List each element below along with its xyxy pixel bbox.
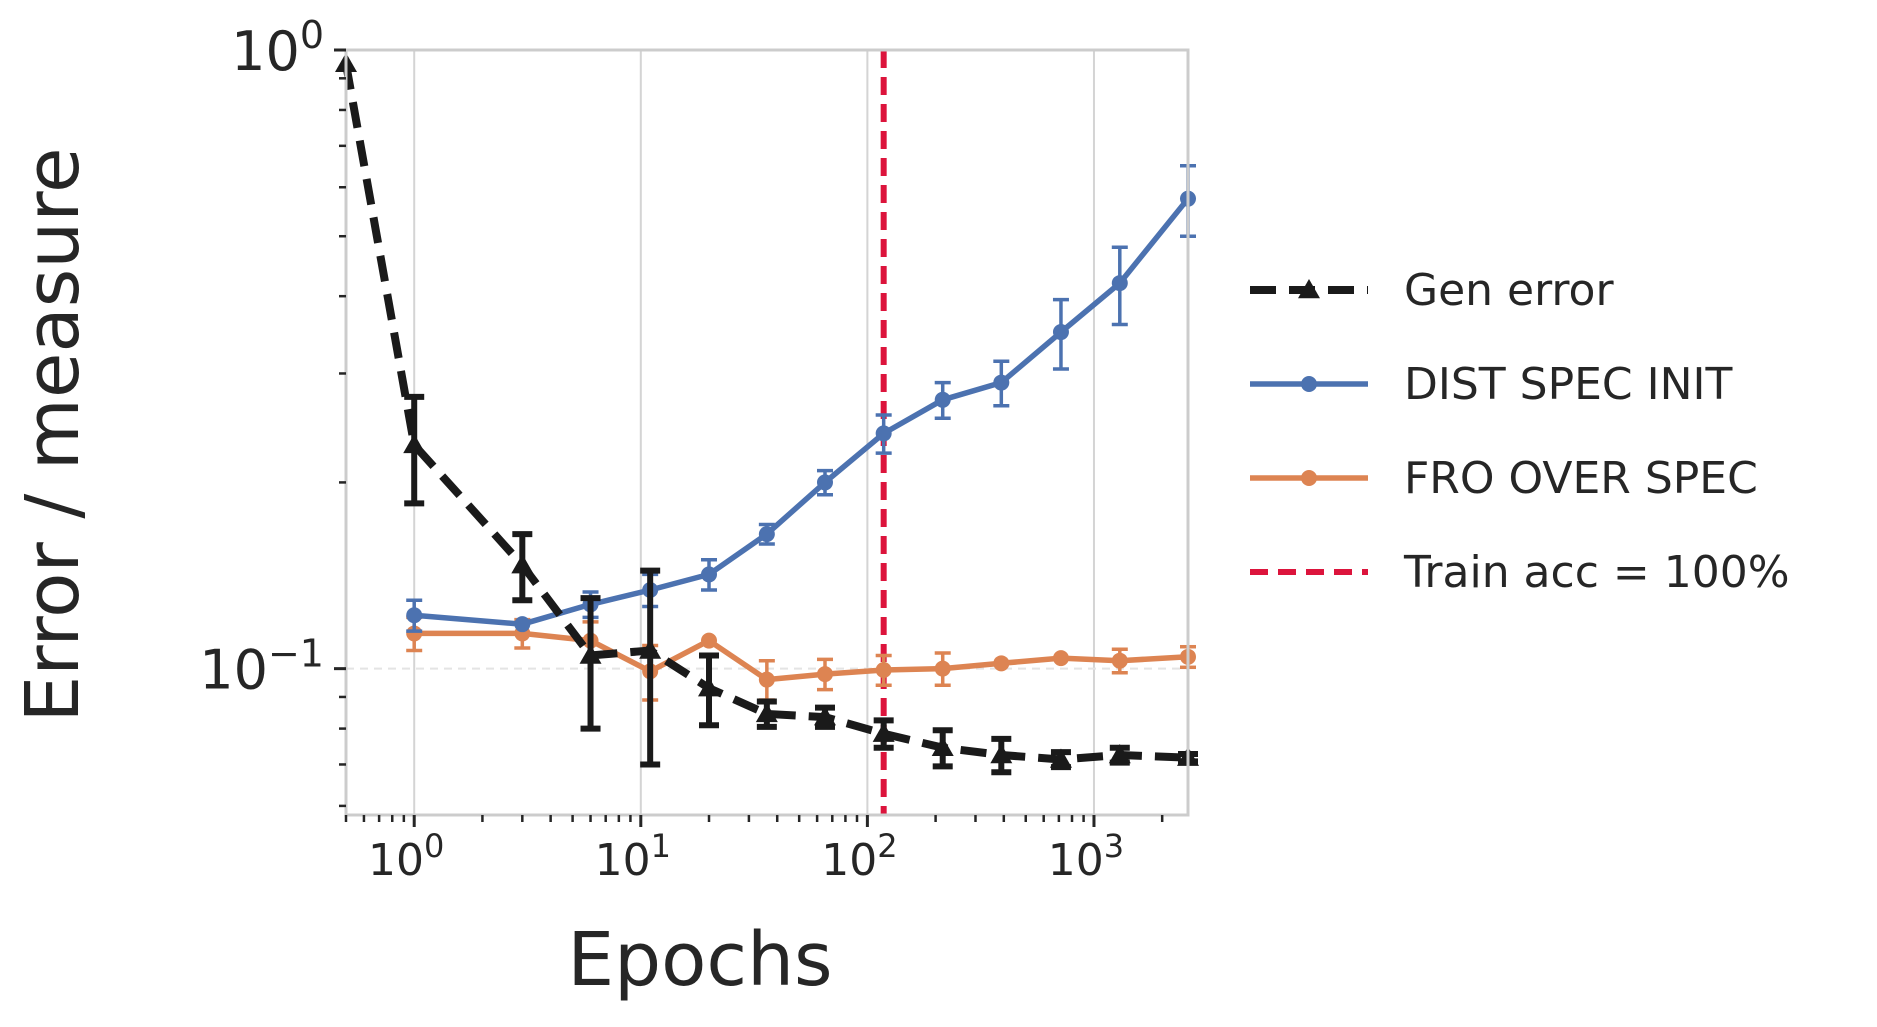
data-point (511, 554, 534, 574)
data-point (813, 706, 836, 726)
data-point (934, 391, 951, 408)
axis-layer: 100 101 102 103 100 10−1 (199, 13, 1164, 886)
data-point (514, 616, 531, 633)
x-axis-label: Epochs (567, 917, 832, 1003)
series-gen-error (335, 52, 1199, 776)
data-point (698, 677, 721, 697)
legend-marker (1298, 279, 1320, 299)
data-point (990, 744, 1013, 764)
data-point (1111, 652, 1128, 669)
legend-item-dist-spec-init: DIST SPEC INIT (1250, 359, 1732, 410)
legend-label: FRO OVER SPEC (1404, 453, 1758, 504)
legend-label: DIST SPEC INIT (1404, 359, 1732, 410)
data-point (1052, 324, 1069, 341)
data-point (875, 661, 892, 678)
data-point (701, 566, 718, 583)
data-point (934, 660, 951, 677)
x-tick-label: 103 (1048, 827, 1124, 886)
legend-marker (1301, 376, 1317, 392)
legend-item-train-acc-100-: Train acc = 100% (1250, 547, 1790, 598)
data-point (758, 671, 775, 688)
data-point (816, 666, 833, 683)
data-point (1111, 275, 1128, 292)
data-point (403, 433, 426, 454)
legend-marker (1301, 470, 1317, 486)
data-point (993, 374, 1010, 391)
series-line-gen-error (342, 63, 1189, 764)
series-line-fro-over-spec (414, 630, 1189, 683)
data-point (1049, 748, 1072, 768)
x-tick-label: 102 (821, 827, 897, 886)
data-point (875, 425, 892, 442)
data-point (872, 722, 895, 742)
data-point (639, 639, 662, 659)
data-point (1052, 650, 1069, 667)
data-point (406, 607, 423, 624)
data-point (758, 526, 775, 543)
data-point (931, 736, 954, 756)
data-point (993, 655, 1010, 672)
plot-frame (344, 48, 1190, 817)
x-tick-label: 100 (368, 827, 444, 886)
data-point (701, 632, 718, 649)
y-tick-label: 100 (231, 13, 324, 83)
legend-label: Train acc = 100% (1403, 547, 1790, 598)
y-tick-label: 10−1 (199, 632, 324, 702)
legend: Gen error DIST SPEC INIT FRO OVER SPEC Trai… (1250, 265, 1790, 598)
legend-item-fro-over-spec: FRO OVER SPEC (1250, 453, 1758, 504)
data-point (579, 644, 602, 664)
series-line-dist-spec-init (413, 196, 1191, 627)
legend-label: Gen error (1404, 265, 1614, 316)
legend-item-gen-error: Gen error (1250, 265, 1614, 316)
x-tick-label: 101 (595, 827, 671, 886)
data-point (816, 474, 833, 491)
series-layer (335, 52, 1199, 776)
y-axis-label: Error / measure (10, 147, 96, 722)
data-point (755, 702, 778, 723)
data-point (1108, 744, 1131, 764)
